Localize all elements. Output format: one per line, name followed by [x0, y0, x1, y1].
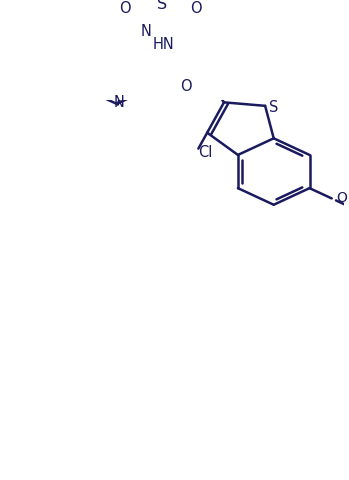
- Text: HN: HN: [153, 37, 175, 52]
- Text: N: N: [141, 24, 152, 39]
- Text: O: O: [119, 1, 131, 16]
- Text: S: S: [157, 0, 167, 12]
- Text: S: S: [269, 100, 279, 115]
- Text: Cl: Cl: [198, 145, 212, 160]
- Text: O: O: [337, 192, 348, 205]
- Text: O: O: [180, 79, 192, 95]
- Text: O: O: [191, 1, 202, 16]
- Text: N: N: [113, 95, 124, 110]
